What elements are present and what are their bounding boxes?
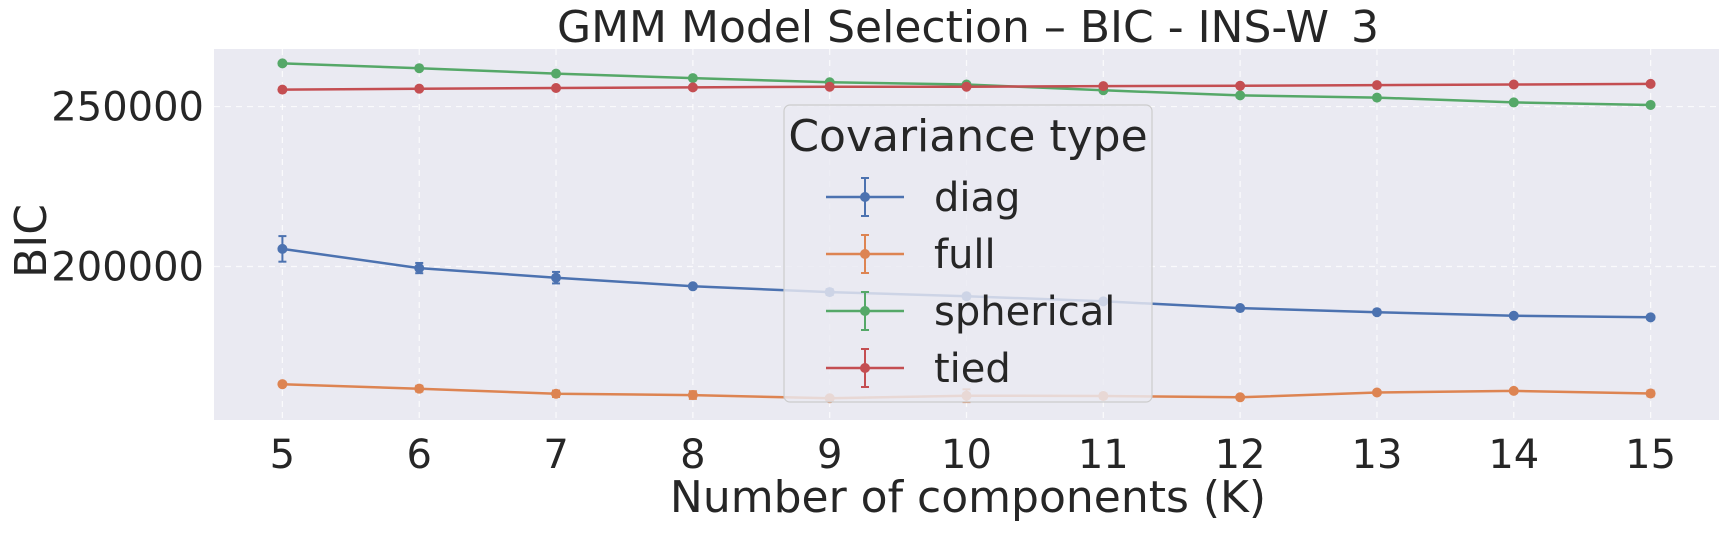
y-axis-title: BIC bbox=[6, 204, 57, 278]
data-point bbox=[1371, 387, 1382, 398]
data-point bbox=[551, 388, 562, 399]
data-point bbox=[1235, 392, 1246, 403]
data-point bbox=[414, 383, 425, 394]
data-point bbox=[414, 83, 425, 94]
x-tick-label: 11 bbox=[1078, 432, 1129, 478]
data-point bbox=[1508, 310, 1519, 321]
data-point bbox=[1508, 79, 1519, 90]
data-point bbox=[551, 83, 562, 94]
x-tick-label: 14 bbox=[1488, 432, 1539, 478]
data-point bbox=[277, 58, 288, 69]
legend-item-diag: diag bbox=[826, 175, 1020, 221]
data-point bbox=[824, 81, 835, 92]
legend-label: diag bbox=[934, 175, 1020, 221]
data-point bbox=[551, 68, 562, 79]
data-point bbox=[1371, 92, 1382, 103]
chart-title: GMM Model Selection – BIC - INS-W_3 bbox=[557, 2, 1379, 53]
legend-marker bbox=[860, 306, 870, 316]
data-point bbox=[1508, 97, 1519, 108]
legend-label: tied bbox=[934, 346, 1011, 392]
x-tick-label: 5 bbox=[270, 432, 295, 478]
data-point bbox=[687, 82, 698, 93]
y-tick-label: 200000 bbox=[51, 244, 204, 290]
data-point bbox=[687, 73, 698, 84]
legend-item-tied: tied bbox=[826, 346, 1011, 392]
legend: Covariance type diag full spherical tied bbox=[783, 104, 1153, 403]
x-tick-label: 13 bbox=[1352, 432, 1403, 478]
x-tick-label: 6 bbox=[407, 432, 432, 478]
data-point bbox=[961, 81, 972, 92]
data-point bbox=[687, 281, 698, 292]
x-tick-label: 7 bbox=[543, 432, 568, 478]
data-point bbox=[1371, 307, 1382, 318]
data-point bbox=[1508, 385, 1519, 396]
x-tick-label: 12 bbox=[1215, 432, 1266, 478]
legend-title: Covariance type bbox=[788, 111, 1147, 162]
y-tick-labels: 200000 250000 bbox=[51, 85, 204, 291]
data-point bbox=[1371, 80, 1382, 91]
x-axis-title: Number of components (K) bbox=[670, 472, 1266, 523]
series-lines bbox=[277, 58, 1656, 404]
data-point bbox=[1098, 81, 1109, 92]
x-tick-labels: 5 6 7 8 9 10 11 12 13 14 15 bbox=[270, 432, 1676, 478]
data-point bbox=[277, 84, 288, 95]
legend-marker bbox=[860, 192, 870, 202]
data-point bbox=[1645, 388, 1656, 399]
data-point bbox=[551, 272, 562, 283]
data-point bbox=[1235, 80, 1246, 91]
data-point bbox=[687, 390, 698, 401]
data-point bbox=[277, 379, 288, 390]
x-tick-label: 10 bbox=[941, 432, 992, 478]
legend-marker bbox=[860, 363, 870, 373]
y-tick-label: 250000 bbox=[51, 85, 204, 131]
legend-label: spherical bbox=[934, 289, 1115, 335]
series-tied bbox=[277, 78, 1656, 95]
x-tick-label: 9 bbox=[817, 432, 842, 478]
x-tick-label: 8 bbox=[680, 432, 705, 478]
legend-label: full bbox=[934, 232, 996, 278]
x-tick-label: 15 bbox=[1625, 432, 1676, 478]
data-point bbox=[414, 263, 425, 274]
data-point bbox=[1645, 99, 1656, 110]
data-point bbox=[1235, 303, 1246, 314]
data-point bbox=[277, 243, 288, 254]
data-point bbox=[414, 63, 425, 74]
legend-item-spherical: spherical bbox=[826, 289, 1115, 335]
data-point bbox=[1645, 312, 1656, 323]
data-point bbox=[1235, 90, 1246, 101]
data-point bbox=[1645, 78, 1656, 89]
legend-item-full: full bbox=[826, 232, 996, 278]
legend-box bbox=[783, 104, 1153, 403]
legend-marker bbox=[860, 249, 870, 259]
